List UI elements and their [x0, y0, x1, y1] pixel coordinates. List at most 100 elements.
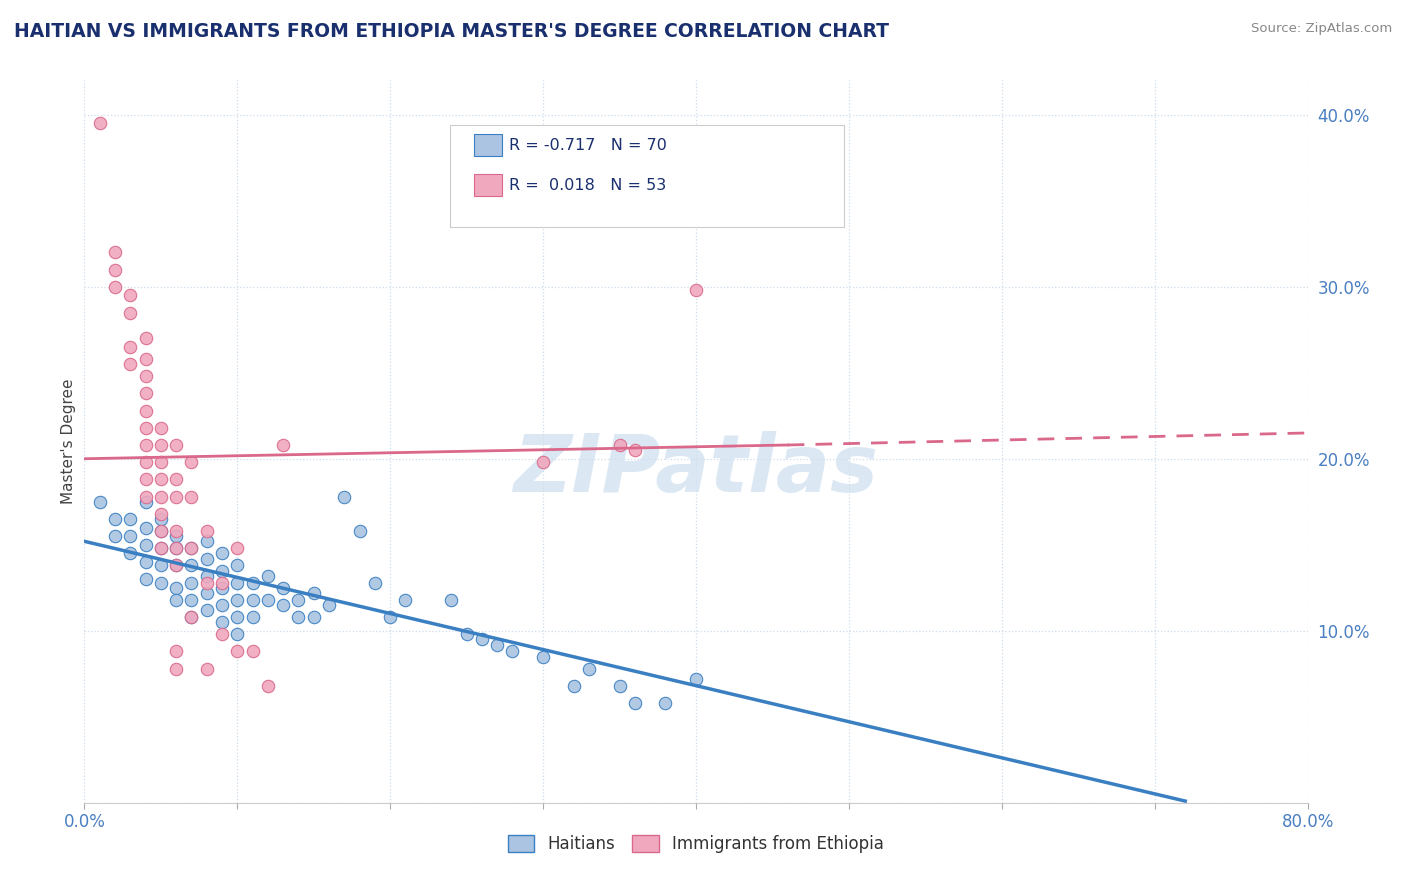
Point: [471, 632, 494, 647]
Point: [149, 541, 172, 556]
Point: [364, 575, 387, 590]
Point: [195, 575, 218, 590]
Point: [165, 592, 187, 607]
Point: [165, 472, 187, 486]
Text: HAITIAN VS IMMIGRANTS FROM ETHIOPIA MASTER'S DEGREE CORRELATION CHART: HAITIAN VS IMMIGRANTS FROM ETHIOPIA MAST…: [14, 22, 889, 41]
Point: [456, 627, 478, 641]
Point: [135, 472, 157, 486]
Point: [685, 283, 707, 297]
Point: [135, 421, 157, 435]
Point: [104, 245, 127, 260]
Point: [120, 357, 142, 371]
Point: [271, 438, 294, 452]
Point: [624, 696, 647, 710]
Point: [531, 649, 554, 664]
Point: [120, 340, 142, 354]
Point: [165, 558, 187, 573]
Point: [318, 598, 340, 612]
Point: [302, 610, 325, 624]
Point: [135, 490, 157, 504]
Point: [120, 529, 142, 543]
Point: [380, 610, 402, 624]
Point: [226, 644, 249, 658]
Point: [135, 386, 157, 401]
Point: [195, 662, 218, 676]
Point: [135, 331, 157, 345]
Point: [180, 558, 202, 573]
Point: [165, 524, 187, 538]
Point: [226, 575, 249, 590]
Point: [180, 610, 202, 624]
Point: [120, 305, 142, 319]
Point: [149, 541, 172, 556]
Point: [104, 512, 127, 526]
Point: [287, 592, 309, 607]
Point: [287, 610, 309, 624]
Point: [685, 672, 707, 686]
Point: [486, 638, 509, 652]
Point: [180, 455, 202, 469]
Point: [226, 541, 249, 556]
Point: [257, 568, 280, 582]
Point: [135, 369, 157, 384]
Point: [242, 592, 264, 607]
Point: [440, 592, 463, 607]
Point: [226, 627, 249, 641]
Point: [149, 507, 172, 521]
Point: [135, 555, 157, 569]
Point: [135, 520, 157, 534]
Point: [149, 524, 172, 538]
Point: [609, 438, 631, 452]
Point: [562, 679, 585, 693]
Point: [165, 529, 187, 543]
Point: [211, 564, 233, 578]
Point: [104, 262, 127, 277]
Point: [149, 524, 172, 538]
Point: [195, 524, 218, 538]
Point: [333, 490, 356, 504]
Legend: Haitians, Immigrants from Ethiopia: Haitians, Immigrants from Ethiopia: [501, 828, 891, 860]
Point: [394, 592, 416, 607]
Point: [149, 421, 172, 435]
Point: [180, 541, 202, 556]
Point: [257, 592, 280, 607]
Point: [149, 575, 172, 590]
Point: [165, 662, 187, 676]
Point: [242, 610, 264, 624]
Point: [165, 581, 187, 595]
Point: [180, 541, 202, 556]
Point: [135, 438, 157, 452]
Text: Source: ZipAtlas.com: Source: ZipAtlas.com: [1251, 22, 1392, 36]
Point: [242, 575, 264, 590]
Text: R = -0.717   N = 70: R = -0.717 N = 70: [509, 138, 666, 153]
Point: [654, 696, 676, 710]
Point: [578, 662, 600, 676]
Point: [195, 586, 218, 600]
Point: [226, 558, 249, 573]
Point: [624, 443, 647, 458]
Point: [104, 279, 127, 293]
Point: [242, 644, 264, 658]
Point: [271, 598, 294, 612]
Point: [165, 644, 187, 658]
Point: [211, 627, 233, 641]
Point: [165, 558, 187, 573]
Point: [195, 534, 218, 549]
Point: [149, 438, 172, 452]
Point: [609, 679, 631, 693]
Point: [149, 558, 172, 573]
Text: ZIPatlas: ZIPatlas: [513, 432, 879, 509]
Point: [89, 116, 111, 130]
Point: [302, 586, 325, 600]
Point: [135, 455, 157, 469]
Point: [135, 351, 157, 366]
Point: [195, 568, 218, 582]
Point: [149, 512, 172, 526]
Point: [531, 455, 554, 469]
Point: [211, 598, 233, 612]
Point: [165, 490, 187, 504]
Point: [226, 610, 249, 624]
Text: R =  0.018   N = 53: R = 0.018 N = 53: [509, 178, 666, 193]
Point: [120, 546, 142, 560]
Point: [211, 546, 233, 560]
